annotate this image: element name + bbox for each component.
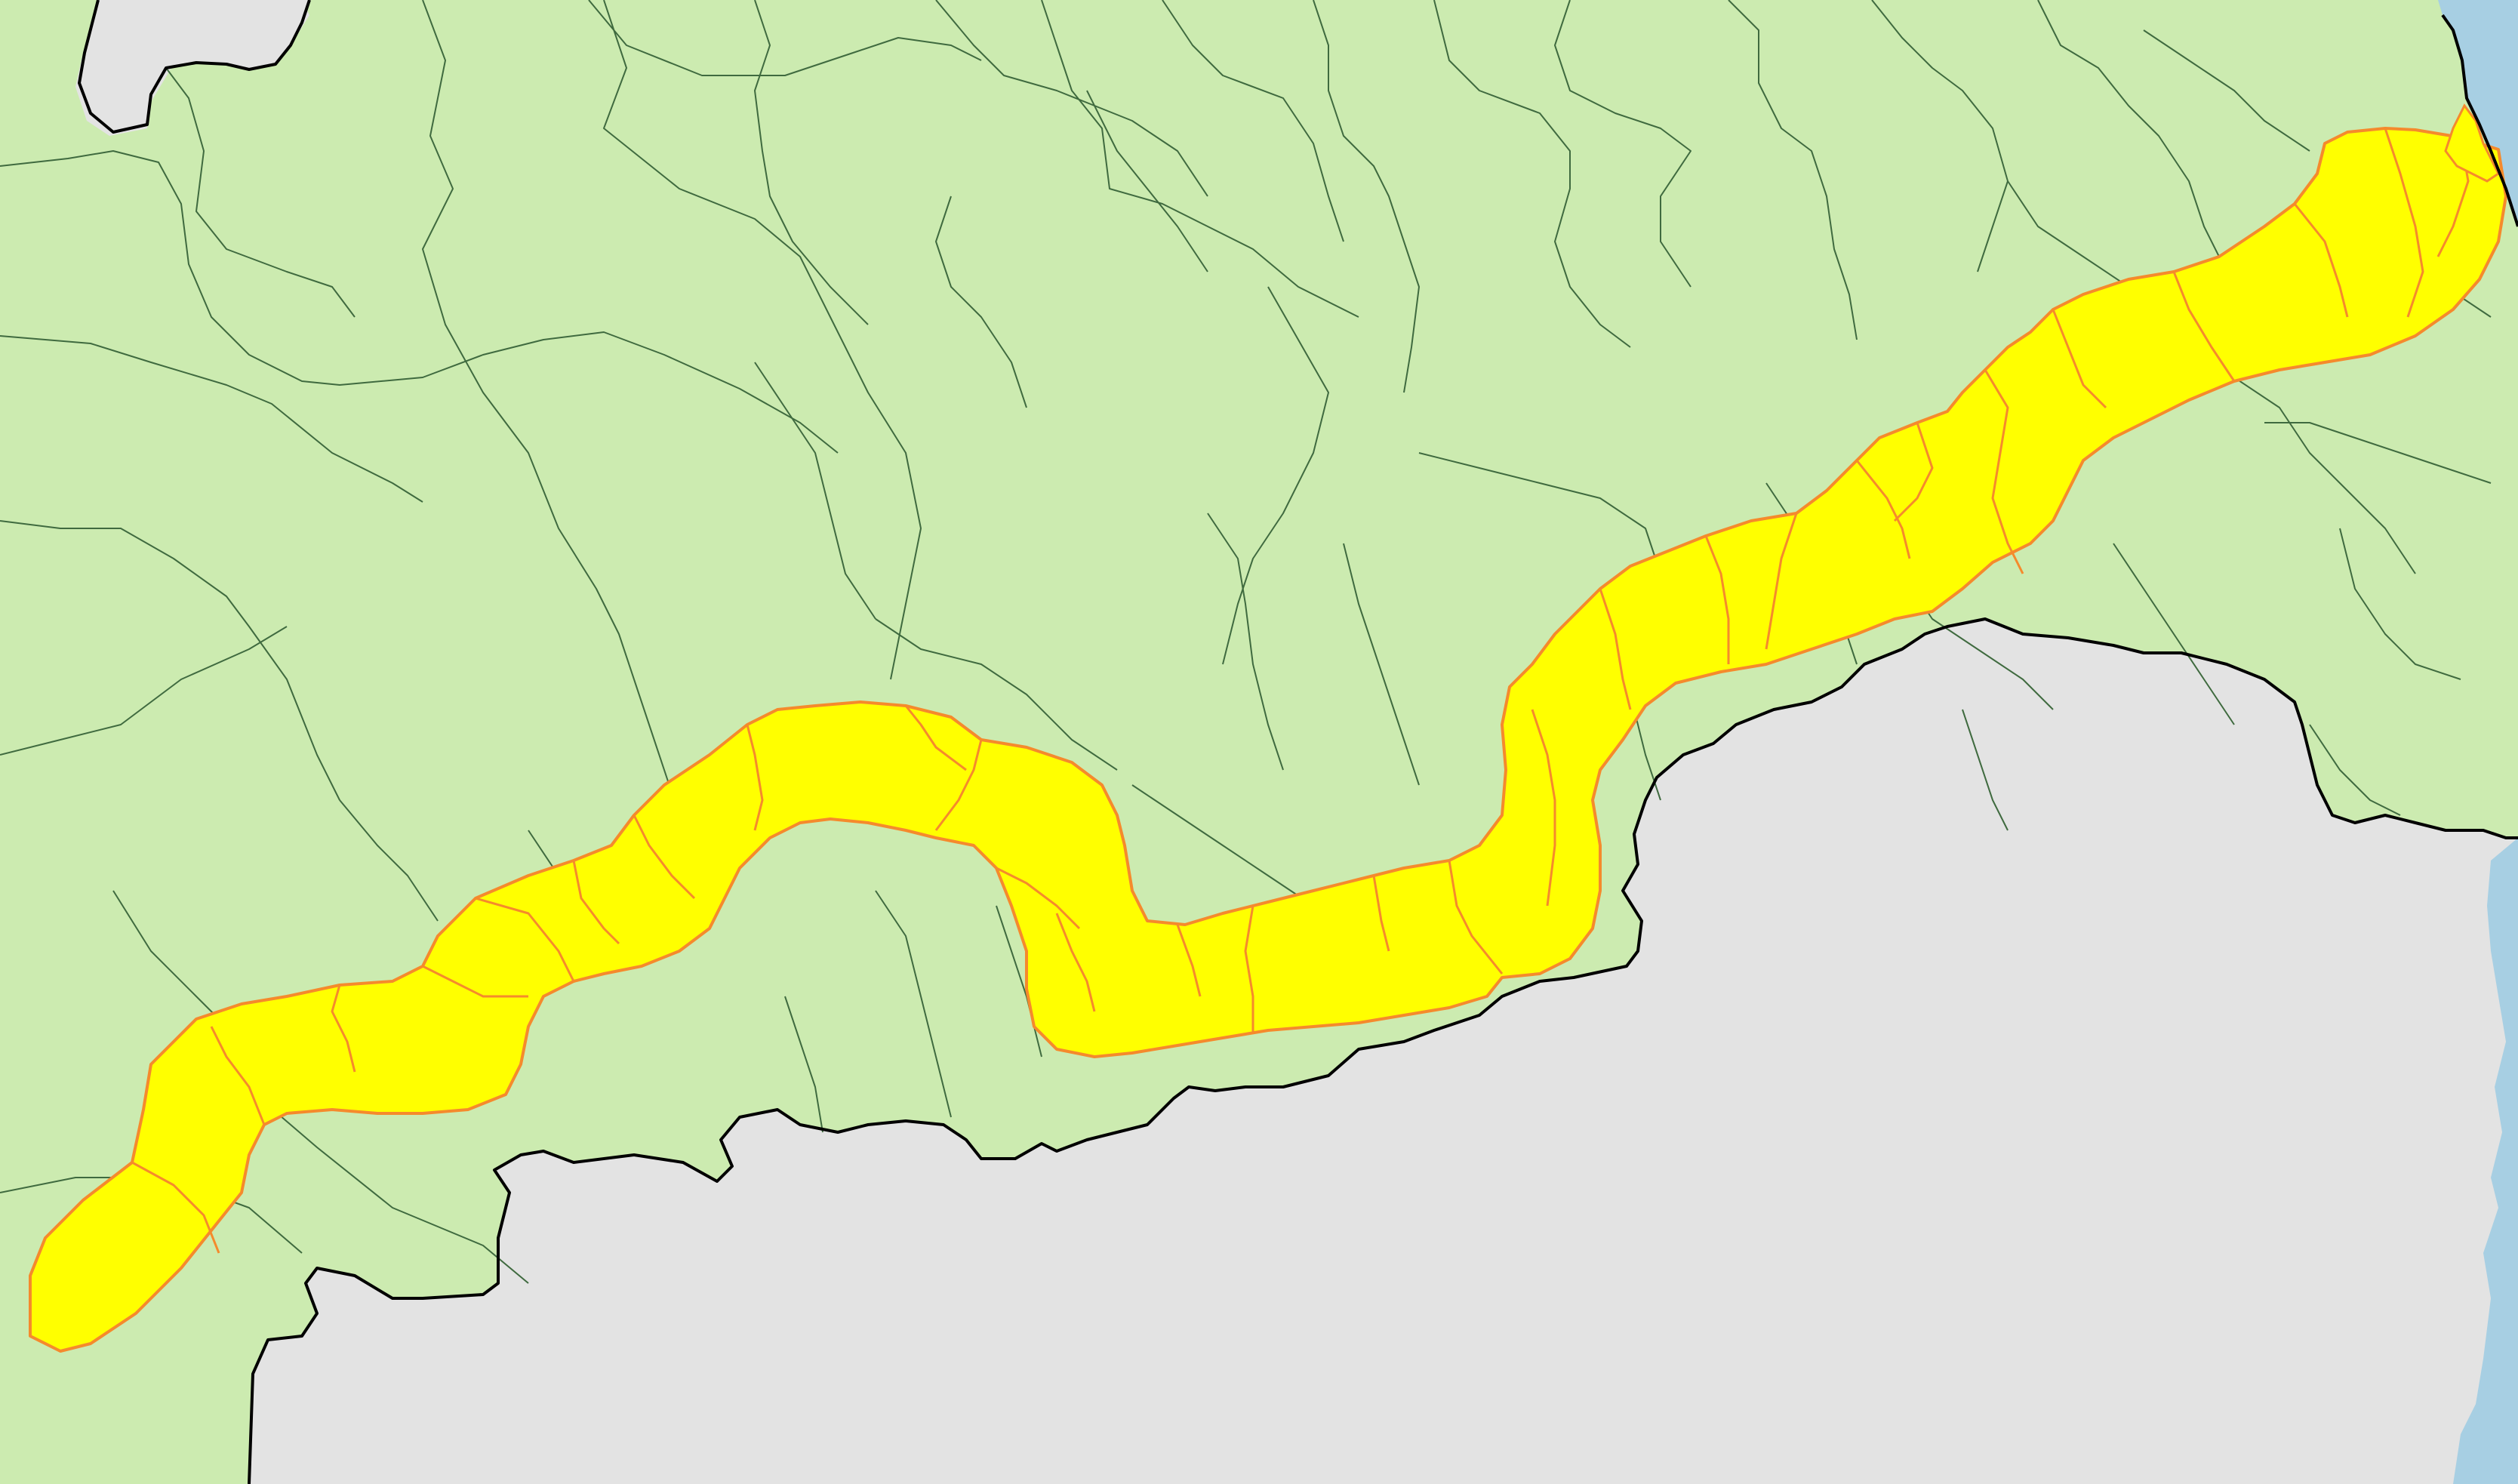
corridor-internal-borders xyxy=(131,128,2470,1254)
neighbor-territory-top xyxy=(79,0,309,132)
water-shoreline xyxy=(2441,14,2518,227)
water-area xyxy=(2438,0,2518,1484)
coastline-border-top xyxy=(78,0,311,134)
highlighted-corridor-tip xyxy=(2444,103,2500,183)
coastline-border xyxy=(248,617,2518,1484)
